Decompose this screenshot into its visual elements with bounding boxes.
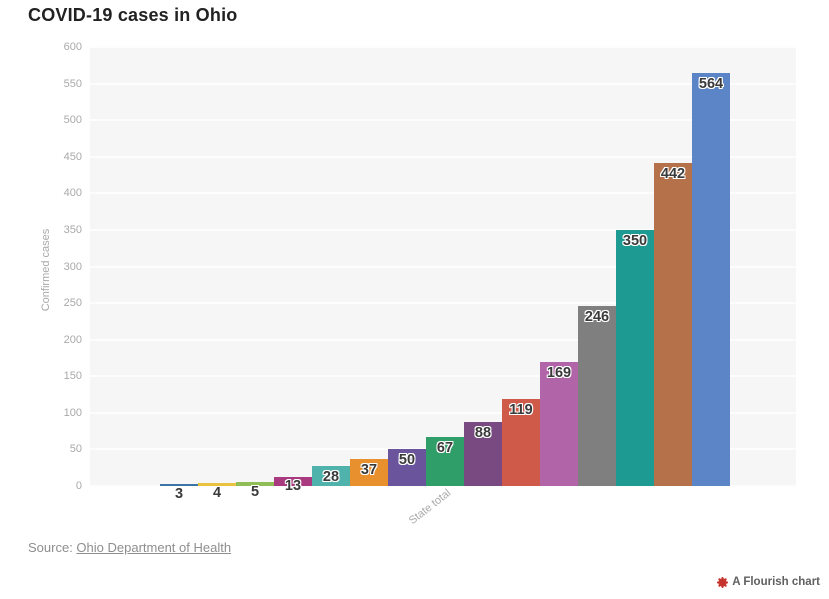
- flourish-flower-icon: [717, 576, 729, 588]
- y-tick-label: 100: [63, 406, 82, 419]
- y-tick-label: 550: [63, 77, 82, 90]
- bar[interactable]: [616, 229, 654, 486]
- bar-value-label: 28: [322, 468, 340, 485]
- bar[interactable]: [578, 306, 616, 486]
- y-tick-label: 400: [63, 187, 82, 200]
- gridline: [90, 375, 796, 378]
- bar[interactable]: [464, 421, 502, 486]
- bar-value-label: 4: [212, 485, 222, 502]
- gridline: [90, 302, 796, 305]
- bar[interactable]: [312, 465, 350, 486]
- bar-value-label: 246: [584, 309, 610, 325]
- bar-value-label: 119: [509, 401, 533, 418]
- bar[interactable]: [692, 73, 730, 486]
- source-link[interactable]: Ohio Department of Health: [76, 540, 232, 555]
- chart-title: COVID-19 cases in Ohio: [28, 5, 238, 25]
- y-tick-label: 600: [63, 41, 82, 53]
- gridline: [90, 46, 796, 48]
- y-tick-label: 0: [75, 480, 82, 492]
- bar-value-label: 67: [436, 439, 454, 456]
- bar-value-label: 5: [250, 484, 260, 501]
- bar-value-label: 37: [360, 461, 378, 478]
- bar[interactable]: [160, 483, 198, 486]
- bar-value-label: 3: [174, 485, 184, 502]
- bar[interactable]: [236, 482, 274, 486]
- y-tick-label: 50: [69, 443, 82, 456]
- bar[interactable]: [198, 483, 236, 486]
- gridline: [90, 119, 796, 122]
- bar-value-label: 442: [660, 165, 686, 182]
- bar-value-label: 169: [546, 365, 572, 382]
- bar[interactable]: [654, 162, 692, 486]
- gridline: [90, 155, 796, 158]
- bar[interactable]: [388, 449, 426, 486]
- bar[interactable]: [502, 398, 540, 486]
- bar-value-label: 88: [474, 424, 492, 441]
- bar-value-label: 13: [284, 478, 302, 495]
- gridline: [90, 192, 796, 195]
- y-tick-label: 300: [63, 260, 82, 273]
- flourish-credit-label: A Flourish chart: [732, 576, 820, 588]
- flourish-credit[interactable]: A Flourish chart: [717, 576, 820, 588]
- y-tick-label: 500: [63, 114, 82, 127]
- y-tick-label: 450: [63, 150, 82, 163]
- source-prefix: Source:: [28, 540, 77, 555]
- y-tick-label: 150: [63, 370, 82, 383]
- bar[interactable]: [274, 476, 312, 486]
- y-axis-title: Confirmed cases: [40, 228, 52, 312]
- bar[interactable]: [350, 458, 388, 486]
- bar-value-label: 50: [398, 452, 416, 469]
- gridline: [90, 228, 796, 231]
- gridline: [90, 82, 796, 85]
- gridline: [90, 265, 796, 268]
- y-tick-label: 350: [63, 223, 82, 236]
- bar-value-label: 564: [698, 76, 724, 93]
- source-line: Source: Ohio Department of Health: [28, 540, 231, 555]
- bar[interactable]: [540, 362, 578, 486]
- y-tick-label: 200: [63, 333, 82, 346]
- bar[interactable]: [426, 436, 464, 486]
- gridline: [90, 485, 796, 487]
- bar-value-label: 350: [622, 232, 648, 249]
- gridline: [90, 338, 796, 341]
- gridline: [90, 411, 796, 414]
- x-tick-label: State total: [406, 487, 454, 527]
- y-tick-label: 250: [63, 297, 82, 310]
